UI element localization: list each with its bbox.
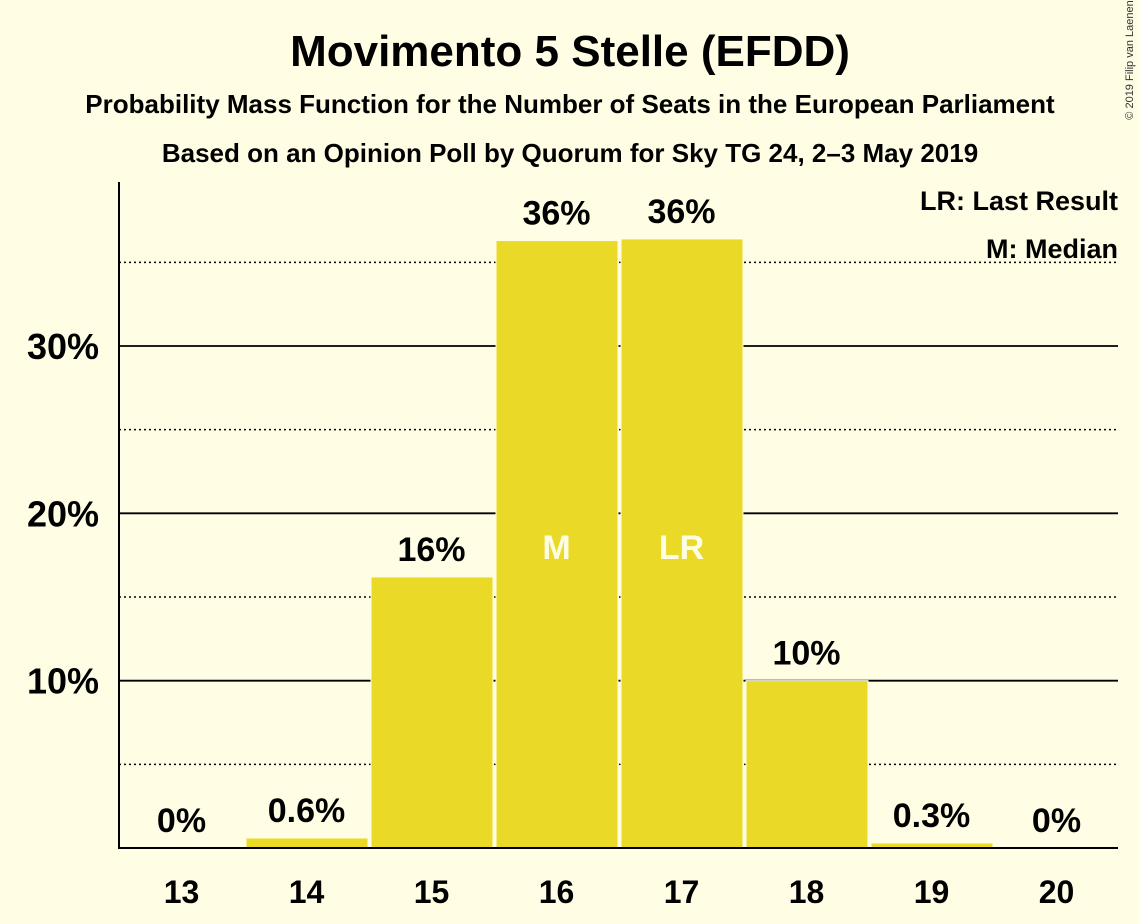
- x-tick-label: 13: [164, 874, 200, 910]
- y-tick-label: 30%: [27, 326, 99, 367]
- x-tick-label: 19: [914, 874, 950, 910]
- y-tick-label: 10%: [27, 661, 99, 702]
- legend-last-result: LR: Last Result: [920, 186, 1118, 216]
- bar-17: [620, 238, 744, 849]
- bar-annotation-lr: LR: [659, 529, 704, 567]
- copyright-notice: © 2019 Filip van Laenen: [1124, 0, 1136, 119]
- bar-15: [370, 576, 494, 849]
- x-tick-label: 16: [539, 874, 575, 910]
- x-tick-label: 15: [414, 874, 450, 910]
- bar-16: [495, 240, 619, 849]
- bar-14: [245, 837, 369, 849]
- x-tick-label: 18: [789, 874, 825, 910]
- x-tick-label: 17: [664, 874, 700, 910]
- data-label: 0%: [1032, 802, 1081, 840]
- y-tick-label: 20%: [27, 493, 99, 534]
- x-tick-label: 20: [1039, 874, 1075, 910]
- data-label: 0.3%: [893, 797, 971, 835]
- bar-18: [745, 680, 869, 849]
- data-label: 16%: [397, 531, 465, 569]
- axes: [118, 182, 1118, 849]
- data-label: 10%: [772, 635, 840, 673]
- data-label: 36%: [647, 193, 715, 231]
- chart-subtitle-source: Based on an Opinion Poll by Quorum for S…: [162, 138, 978, 168]
- x-tick-label: 14: [289, 874, 325, 910]
- bar-annotation-m: M: [542, 529, 570, 567]
- legend-median: M: Median: [986, 234, 1118, 264]
- chart-title: Movimento 5 Stelle (EFDD): [290, 27, 850, 76]
- chart-subtitle: Probability Mass Function for the Number…: [85, 89, 1055, 119]
- data-label: 0.6%: [268, 792, 346, 830]
- data-label: 0%: [157, 802, 206, 840]
- data-label: 36%: [522, 195, 590, 233]
- bars: [245, 238, 994, 849]
- labels: 10% 20% 30% 0% 13 0.6% 14 16% 15 36% M 16 36% LR 17 10%…: [27, 193, 1081, 910]
